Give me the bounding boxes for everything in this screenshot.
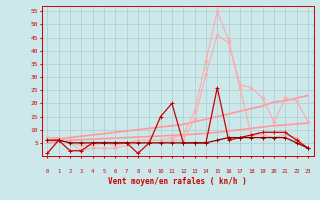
X-axis label: Vent moyen/en rafales ( kn/h ): Vent moyen/en rafales ( kn/h ) xyxy=(108,177,247,186)
